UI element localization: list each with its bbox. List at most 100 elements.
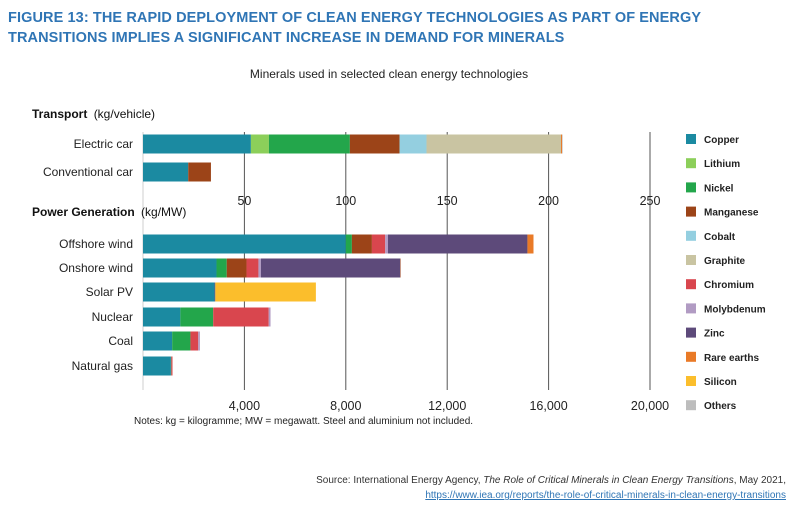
transport-panel-title: Transport	[32, 107, 87, 121]
source-credit: Source: International Energy Agency, The…	[316, 473, 786, 503]
legend-swatch-molybdenum	[686, 303, 696, 314]
bar-segment-nickel	[172, 331, 191, 351]
legend-label: Nickel	[704, 183, 734, 194]
bar-segment-copper	[143, 162, 189, 182]
category-label: Conventional car	[43, 165, 133, 179]
legend-label: Manganese	[704, 208, 759, 219]
tick-label: 20,000	[631, 399, 669, 413]
tick-label: 50	[237, 194, 251, 208]
source-line: Source: International Energy Agency, The…	[316, 473, 786, 488]
power-panel-unit: (kg/MW)	[141, 205, 186, 219]
bar-segment-chromium	[171, 356, 173, 376]
bar-segment-chromium	[213, 307, 269, 327]
figure-title-line-1: FIGURE 13: THE RAPID DEPLOYMENT OF CLEAN…	[8, 10, 702, 26]
legend-label: Others	[704, 401, 737, 412]
legend-swatch-chromium	[686, 279, 696, 290]
category-label: Onshore wind	[59, 261, 133, 275]
legend-swatch-lithium	[686, 158, 696, 169]
bar-segment-manganese	[188, 162, 211, 182]
category-label: Solar PV	[86, 285, 133, 299]
bar-segment-manganese	[351, 234, 372, 254]
bar-segment-graphite	[426, 134, 561, 154]
source-link[interactable]: https://www.iea.org/reports/the-role-of-…	[425, 490, 786, 501]
legend-label: Zinc	[704, 329, 725, 340]
figure-title: FIGURE 13: THE RAPID DEPLOYMENT OF CLEAN…	[8, 8, 708, 48]
legend-swatch-silicon	[686, 376, 696, 386]
legend-swatch-others	[686, 400, 696, 411]
legend-label: Chromium	[704, 280, 754, 291]
bar-segment-molybdenum	[268, 307, 271, 327]
tick-label: 150	[437, 194, 458, 208]
power-panel-heading: Power Generation (kg/MW)	[32, 205, 186, 219]
bar-segment-rare-earths	[560, 134, 562, 154]
transport-panel-heading: Transport (kg/vehicle)	[32, 107, 155, 121]
tick-label: 4,000	[229, 399, 260, 413]
bar-segment-copper	[143, 258, 217, 278]
legend-label: Rare earths	[704, 353, 759, 364]
category-label: Electric car	[74, 137, 133, 151]
bar-segment-manganese	[349, 134, 400, 154]
bar-segment-nickel	[268, 134, 350, 154]
tick-label: 200	[538, 194, 559, 208]
legend-swatch-rare-earths	[686, 351, 696, 362]
bar-segment-cobalt	[399, 134, 427, 154]
legend-swatch-graphite	[686, 255, 696, 265]
bar-segment-zinc	[388, 234, 528, 254]
bar-segment-manganese	[226, 258, 247, 278]
legend: Copper Lithium Nickel Manganese Cobalt Graphi…	[686, 134, 766, 412]
tick-label: 8,000	[330, 399, 361, 413]
legend-label: Silicon	[704, 377, 737, 388]
bar-segment-molybdenum	[198, 331, 200, 351]
bar-segment-zinc	[214, 282, 216, 302]
bar-segment-copper	[143, 331, 173, 351]
bar-segment-zinc	[260, 258, 401, 278]
legend-swatch-cobalt	[686, 230, 696, 241]
legend-swatch-nickel	[686, 182, 696, 193]
category-label: Offshore wind	[59, 237, 133, 251]
bar-segment-rare-earths	[527, 234, 534, 254]
figure-title-line-2: TRANSITIONS IMPLIES A SIGNIFICANT INCREA…	[8, 30, 565, 46]
bar-segment-molybdenum	[258, 258, 261, 278]
legend-swatch-copper	[686, 134, 696, 144]
bar-segment-copper	[143, 234, 346, 254]
legend-swatch-zinc	[686, 327, 696, 338]
legend-label: Lithium	[704, 159, 740, 170]
transport-panel-unit: (kg/vehicle)	[94, 107, 155, 121]
category-labels: Electric car Conventional car Offshore win…	[43, 137, 133, 373]
bar-segment-nickel	[345, 234, 352, 254]
legend-label: Molybdenum	[704, 304, 766, 315]
source-prefix: Source: International Energy Agency,	[316, 475, 484, 486]
power-panel-title: Power Generation	[32, 205, 135, 219]
tick-label: 12,000	[428, 399, 466, 413]
tick-label: 16,000	[529, 399, 567, 413]
bar-segment-nickel	[216, 258, 227, 278]
tick-labels: 50 100 150 200 250 4,000 8,000 12,000 16,000 20,0…	[229, 194, 669, 413]
category-label: Natural gas	[72, 359, 133, 373]
bar-segment-others	[561, 134, 563, 154]
bars	[143, 134, 563, 376]
bar-segment-nickel	[180, 307, 214, 327]
source-suffix: , May 2021,	[733, 475, 786, 486]
chart-notes: Notes: kg = kilogramme; MW = megawatt. S…	[134, 416, 474, 427]
bar-segment-copper	[143, 307, 181, 327]
source-title: The Role of Critical Minerals in Clean E…	[483, 475, 734, 486]
chart-title: Minerals used in selected clean energy t…	[250, 67, 528, 81]
category-label: Coal	[108, 334, 133, 348]
bar-segment-silicon	[215, 282, 316, 302]
legend-label: Graphite	[704, 256, 746, 267]
bar-segment-copper	[143, 134, 251, 154]
bar-segment-molybdenum	[385, 234, 389, 254]
bar-segment-lithium	[250, 134, 269, 154]
legend-swatch-manganese	[686, 206, 696, 217]
bar-segment-chromium	[371, 234, 386, 254]
category-label: Nuclear	[92, 310, 133, 324]
bar-segment-copper	[143, 282, 215, 302]
bar-segment-chromium	[246, 258, 259, 278]
tick-label: 250	[640, 194, 661, 208]
legend-label: Copper	[704, 135, 739, 146]
bar-segment-copper	[143, 356, 171, 376]
tick-label: 100	[335, 194, 356, 208]
bar-segment-chromium	[190, 331, 199, 351]
legend-label: Cobalt	[704, 232, 736, 243]
